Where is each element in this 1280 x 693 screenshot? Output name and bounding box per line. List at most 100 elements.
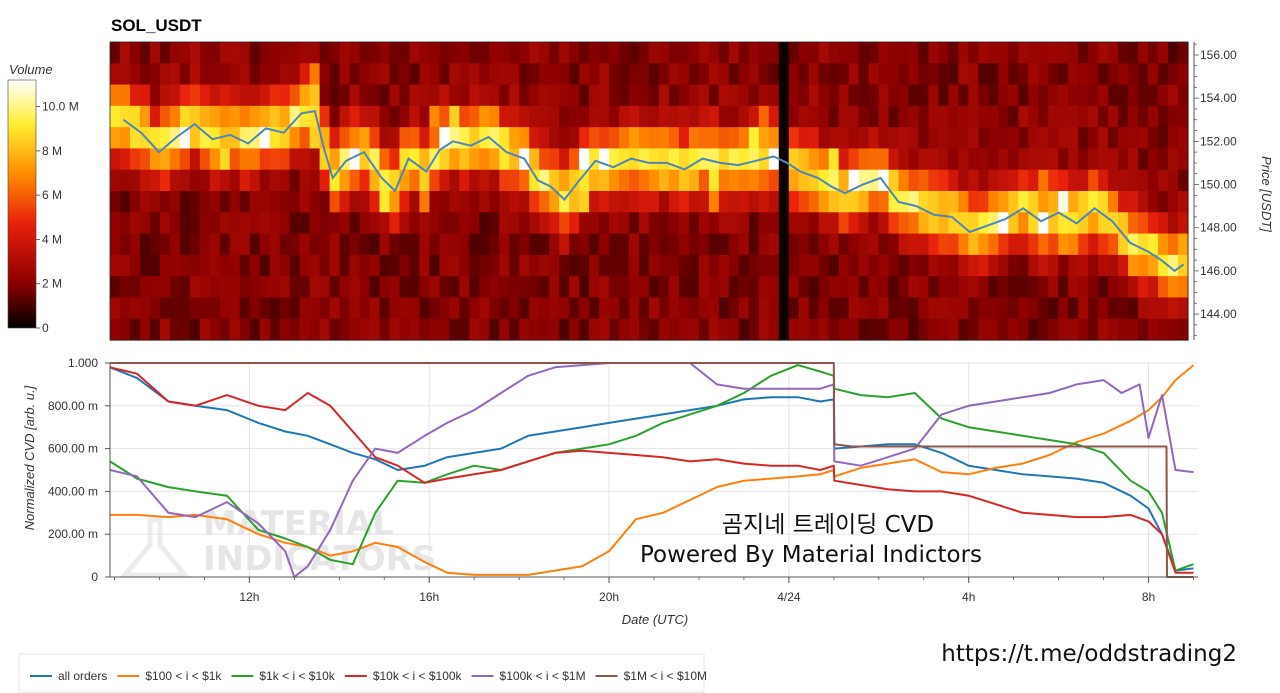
heatmap-cell	[319, 42, 331, 64]
heatmap-cell	[339, 127, 351, 150]
heatmap-cell	[878, 148, 890, 171]
heatmap-cell	[768, 169, 780, 192]
heatmap-cell	[299, 169, 311, 192]
heatmap-cell	[279, 105, 291, 128]
legend-item[interactable]: all orders	[30, 669, 107, 683]
legend-item[interactable]: $100 < i < $1k	[117, 669, 222, 683]
legend-item[interactable]: $100k < i < $1M	[471, 669, 586, 683]
heatmap-cell	[359, 276, 371, 299]
heatmap-cell	[798, 148, 810, 171]
heatmap-cell	[549, 84, 560, 107]
heatmap-cell	[139, 42, 151, 64]
legend: all orders $100 < i < $1k $1k < i < $10k $1…	[18, 653, 707, 693]
heatmap-cell	[778, 212, 790, 235]
heatmap-cell	[828, 276, 840, 299]
heatmap-cell	[678, 84, 690, 107]
heatmap-cell	[848, 169, 860, 192]
heatmap-cell	[718, 63, 730, 86]
heatmap-cell	[429, 276, 440, 299]
heatmap-cell	[269, 254, 281, 277]
heatmap-cell	[1128, 254, 1139, 277]
heatmap-cell	[619, 297, 630, 320]
heatmap-cell	[139, 169, 151, 192]
heatmap-cell	[988, 233, 999, 256]
heatmap-cell	[988, 105, 999, 128]
heatmap-cell	[259, 127, 271, 150]
heatmap-cell	[649, 105, 660, 128]
heatmap-cell	[409, 191, 421, 213]
heatmap-cell	[998, 254, 1009, 277]
heatmap-cell	[169, 254, 181, 277]
heatmap-cell	[968, 84, 979, 107]
heatmap-cell	[778, 148, 790, 171]
heatmap-cell	[868, 148, 880, 171]
heatmap-cell	[259, 212, 271, 235]
legend-item[interactable]: $1k < i < $10k	[231, 669, 336, 683]
heatmap-cell	[199, 254, 211, 277]
heatmap-cell	[818, 42, 830, 64]
heatmap-cell	[389, 84, 401, 107]
heatmap-cell	[1038, 191, 1049, 213]
heatmap-cell	[619, 318, 630, 341]
heatmap-cell	[649, 42, 660, 64]
heatmap-cell	[888, 63, 900, 86]
heatmap-cell	[269, 233, 281, 256]
heatmap-cell	[399, 63, 411, 86]
heatmap-cell	[1008, 169, 1019, 192]
heatmap-cell	[609, 254, 620, 277]
heatmap-cell	[1028, 127, 1039, 150]
heatmap-cell	[878, 233, 890, 256]
heatmap-cell	[658, 297, 670, 320]
heatmap-cell	[329, 276, 341, 299]
cvd-y-tick-label: 200.00 m	[48, 527, 98, 541]
heatmap-cell	[1158, 212, 1169, 235]
heatmap-cell	[199, 42, 211, 64]
legend-item[interactable]: $1M < i < $10M	[595, 669, 707, 683]
heatmap-cell	[678, 148, 690, 171]
heatmap-cell	[918, 63, 930, 86]
heatmap-cell	[878, 42, 890, 64]
heatmap-cell	[738, 105, 750, 128]
heatmap-cell	[199, 233, 211, 256]
heatmap-cell	[1058, 169, 1069, 192]
heatmap-cell	[499, 318, 510, 341]
heatmap-cell	[409, 63, 421, 86]
heatmap-cell	[818, 297, 830, 320]
heatmap-cell	[509, 42, 520, 64]
heatmap-cell	[738, 254, 750, 277]
heatmap-cell	[668, 276, 680, 299]
heatmap-cell	[938, 42, 950, 64]
heatmap-cell	[1178, 127, 1189, 150]
legend-label: $1k < i < $10k	[259, 669, 335, 683]
heatmap-cell	[359, 254, 371, 277]
heatmap-cell	[409, 212, 421, 235]
heatmap-cell	[559, 105, 570, 128]
heatmap-cell	[778, 233, 790, 256]
heatmap-cell	[579, 105, 590, 128]
heatmap-cell	[169, 148, 181, 171]
heatmap-cell	[629, 84, 640, 107]
heatmap-cell	[718, 297, 730, 320]
heatmap-cell	[968, 276, 979, 299]
heatmap-cell	[948, 318, 960, 341]
heatmap-cell	[110, 254, 121, 277]
telegram-url[interactable]: https://t.me/oddstrading2	[941, 641, 1237, 667]
heatmap-cell	[1158, 169, 1169, 192]
heatmap-cell	[1148, 212, 1159, 235]
heatmap-cell	[1158, 276, 1169, 299]
heatmap-cell	[629, 254, 640, 277]
heatmap-cell	[499, 169, 510, 192]
heatmap-cell	[399, 276, 411, 299]
heatmap-cell	[818, 127, 830, 150]
heatmap-cell	[668, 212, 680, 235]
heatmap-cell	[189, 212, 201, 235]
heatmap-cell	[119, 276, 131, 299]
heatmap-cell	[1178, 233, 1189, 256]
heatmap-cell	[649, 84, 660, 107]
heatmap-cell	[748, 105, 760, 128]
heatmap-cell	[668, 318, 680, 341]
legend-item[interactable]: $10k < i < $100k	[344, 669, 463, 683]
colorbar-tick-label: 6 M	[42, 188, 62, 202]
heatmap-cell	[878, 63, 890, 86]
heatmap-cell	[389, 63, 401, 86]
